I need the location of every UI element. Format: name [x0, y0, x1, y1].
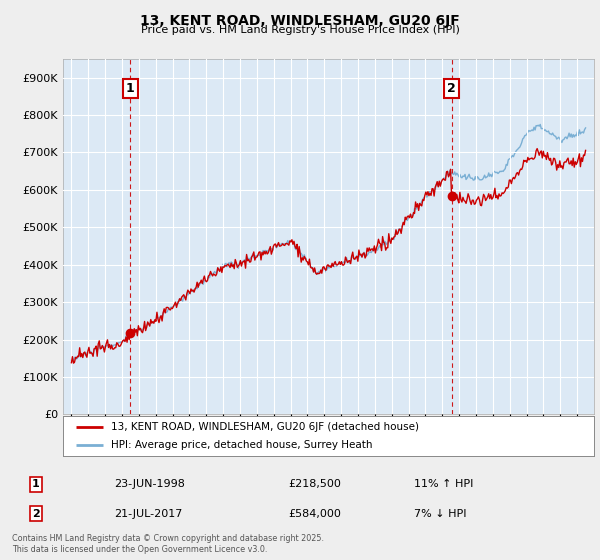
Text: 2: 2: [32, 508, 40, 519]
Text: 21-JUL-2017: 21-JUL-2017: [114, 508, 182, 519]
Text: 2: 2: [447, 82, 456, 95]
Text: Contains HM Land Registry data © Crown copyright and database right 2025.
This d: Contains HM Land Registry data © Crown c…: [12, 534, 324, 554]
Text: Price paid vs. HM Land Registry's House Price Index (HPI): Price paid vs. HM Land Registry's House …: [140, 25, 460, 35]
Text: £584,000: £584,000: [288, 508, 341, 519]
Text: 13, KENT ROAD, WINDLESHAM, GU20 6JF (detached house): 13, KENT ROAD, WINDLESHAM, GU20 6JF (det…: [111, 422, 419, 432]
Text: 11% ↑ HPI: 11% ↑ HPI: [414, 479, 473, 489]
Text: 23-JUN-1998: 23-JUN-1998: [114, 479, 185, 489]
Text: 1: 1: [126, 82, 134, 95]
Text: 1: 1: [32, 479, 40, 489]
Text: 13, KENT ROAD, WINDLESHAM, GU20 6JF: 13, KENT ROAD, WINDLESHAM, GU20 6JF: [140, 14, 460, 28]
Text: 7% ↓ HPI: 7% ↓ HPI: [414, 508, 467, 519]
Text: £218,500: £218,500: [288, 479, 341, 489]
Text: HPI: Average price, detached house, Surrey Heath: HPI: Average price, detached house, Surr…: [111, 440, 372, 450]
